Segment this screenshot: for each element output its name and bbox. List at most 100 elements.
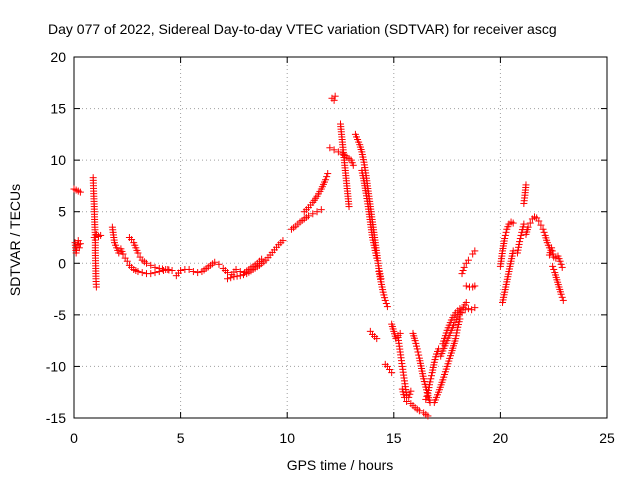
data-point — [524, 223, 532, 231]
data-point — [516, 238, 524, 246]
data-point — [373, 254, 381, 262]
data-point — [396, 329, 404, 337]
y-tick-label: 20 — [50, 49, 66, 65]
data-point — [426, 381, 434, 389]
data-point — [471, 304, 479, 312]
data-point — [75, 240, 83, 248]
data-point — [452, 332, 460, 340]
data-point — [556, 257, 564, 265]
data-point — [239, 271, 247, 279]
data-point — [323, 173, 331, 181]
data-point — [423, 392, 431, 400]
data-point — [147, 270, 155, 278]
data-point — [452, 335, 460, 343]
data-point — [558, 293, 566, 301]
data-point — [331, 92, 339, 100]
data-point — [549, 250, 557, 258]
data-point — [459, 267, 467, 275]
y-tick-label: 15 — [50, 101, 66, 117]
data-point — [537, 221, 545, 229]
data-point — [155, 264, 163, 272]
data-point — [345, 203, 353, 211]
y-tick-label: -5 — [54, 307, 67, 323]
data-point — [415, 351, 423, 359]
data-point — [453, 329, 461, 337]
data-point — [334, 148, 342, 156]
data-point — [317, 206, 325, 214]
data-point — [424, 389, 432, 397]
y-axis-label: SDTVAR / TECUs — [7, 184, 23, 296]
data-point — [165, 266, 173, 274]
y-tick-label: 10 — [50, 152, 66, 168]
data-point — [115, 249, 123, 257]
data-point — [514, 246, 522, 254]
data-point — [142, 259, 150, 267]
data-point — [185, 265, 193, 273]
data-point — [324, 170, 332, 178]
data-point — [232, 265, 240, 273]
data-point — [515, 240, 523, 248]
data-point — [349, 161, 357, 169]
data-point — [462, 298, 470, 306]
x-tick-label: 15 — [386, 430, 402, 446]
data-point — [509, 219, 517, 227]
data-point — [516, 235, 524, 243]
x-tick-label: 10 — [279, 430, 295, 446]
data-point — [224, 269, 232, 277]
data-point — [134, 268, 142, 276]
data-point — [471, 247, 479, 255]
data-point — [435, 345, 443, 353]
data-point — [427, 375, 435, 383]
data-point — [501, 231, 509, 239]
data-point — [535, 217, 543, 225]
data-point — [464, 256, 472, 264]
data-point — [548, 247, 556, 255]
data-point — [453, 326, 461, 334]
data-point — [520, 220, 528, 228]
data-point — [97, 231, 105, 239]
data-point — [177, 267, 185, 275]
data-point — [548, 244, 556, 252]
data-point — [559, 296, 567, 304]
data-point — [422, 395, 430, 403]
data-point — [557, 260, 565, 268]
data-point — [557, 290, 565, 298]
data-point — [313, 208, 321, 216]
data-point — [406, 390, 414, 398]
data-point — [211, 258, 219, 266]
data-point — [76, 240, 84, 248]
x-tick-label: 25 — [599, 430, 615, 446]
data-point — [119, 250, 127, 258]
data-point — [458, 270, 466, 278]
data-point — [305, 212, 313, 220]
data-point — [158, 265, 166, 273]
data-point — [513, 249, 521, 257]
data-point — [134, 249, 142, 257]
data-point — [189, 268, 197, 276]
data-point — [76, 188, 84, 196]
data-point — [515, 243, 523, 251]
data-point — [194, 269, 202, 277]
y-tick-label: -15 — [46, 410, 66, 426]
y-tick-label: 0 — [58, 255, 66, 271]
data-point — [425, 384, 433, 392]
data-point — [236, 272, 244, 280]
data-point — [424, 412, 432, 420]
data-point — [549, 262, 557, 270]
y-tick-label: -10 — [46, 358, 66, 374]
data-point — [462, 282, 470, 290]
data-point — [147, 261, 155, 269]
data-point — [330, 146, 338, 154]
data-series — [70, 92, 567, 420]
axis-ticks: 0 5 10 15 20 25 20 15 10 5 0 -5 -10 -15 — [46, 49, 615, 446]
data-point — [403, 397, 411, 405]
data-point — [215, 260, 223, 268]
data-point — [322, 176, 330, 184]
data-point — [330, 96, 338, 104]
grid — [74, 57, 607, 418]
data-point — [517, 231, 525, 239]
data-point — [458, 309, 466, 317]
data-point — [279, 237, 287, 245]
